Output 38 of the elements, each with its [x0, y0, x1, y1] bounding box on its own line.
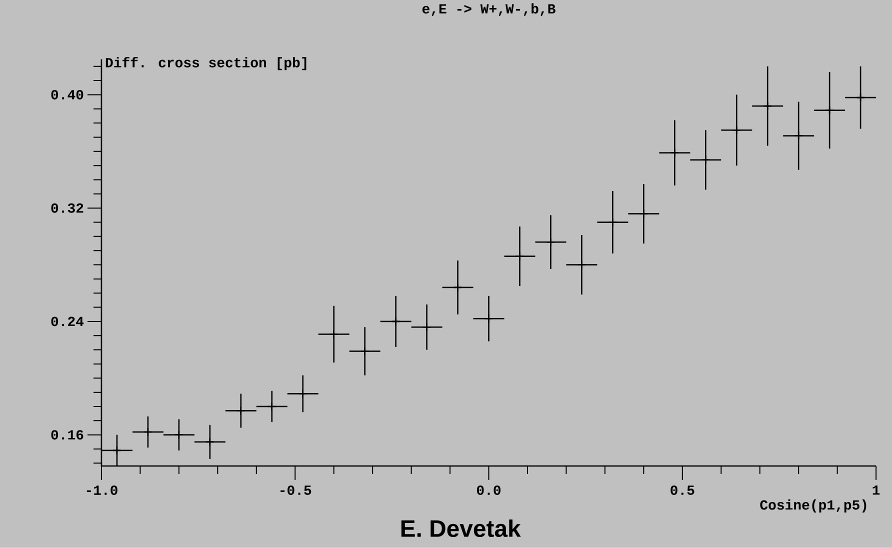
point [453, 282, 462, 292]
point [732, 126, 742, 135]
point [856, 93, 866, 102]
point [205, 437, 215, 447]
point [515, 252, 524, 262]
point [391, 316, 400, 326]
point [329, 330, 338, 339]
point [670, 148, 680, 158]
point [794, 131, 804, 141]
point [484, 314, 494, 324]
text: E. Devetak [401, 520, 521, 538]
point [112, 446, 122, 456]
y-tick-label: 0.40 [51, 90, 84, 100]
chart-title: e,E -> W+,W-,b,B [422, 3, 556, 16]
point [174, 430, 184, 440]
y-tick-label: 0.32 [51, 203, 84, 213]
x-tick-label: 1 [872, 486, 880, 495]
point [143, 427, 153, 437]
point [422, 322, 432, 332]
x-axis-title: Cosine(p1,p5) [760, 500, 866, 513]
point [701, 155, 710, 165]
point [298, 389, 308, 398]
point [236, 406, 246, 416]
y-axis-title: Diff. cross section [pb] [106, 57, 306, 70]
x-tick-label: 0.5 [670, 486, 694, 496]
point [639, 209, 648, 219]
y-tick-label: 0.16 [51, 430, 84, 440]
x-tick-label: -0.5 [280, 486, 312, 496]
point [546, 238, 556, 247]
x-tick-label: 0.0 [476, 486, 501, 496]
point [577, 260, 586, 270]
point [608, 218, 618, 228]
point [360, 346, 370, 356]
point [762, 102, 772, 111]
point [824, 106, 834, 116]
point [267, 402, 277, 412]
y-tick-label: 0.24 [51, 316, 84, 326]
x-tick-label: -1.0 [86, 486, 118, 496]
